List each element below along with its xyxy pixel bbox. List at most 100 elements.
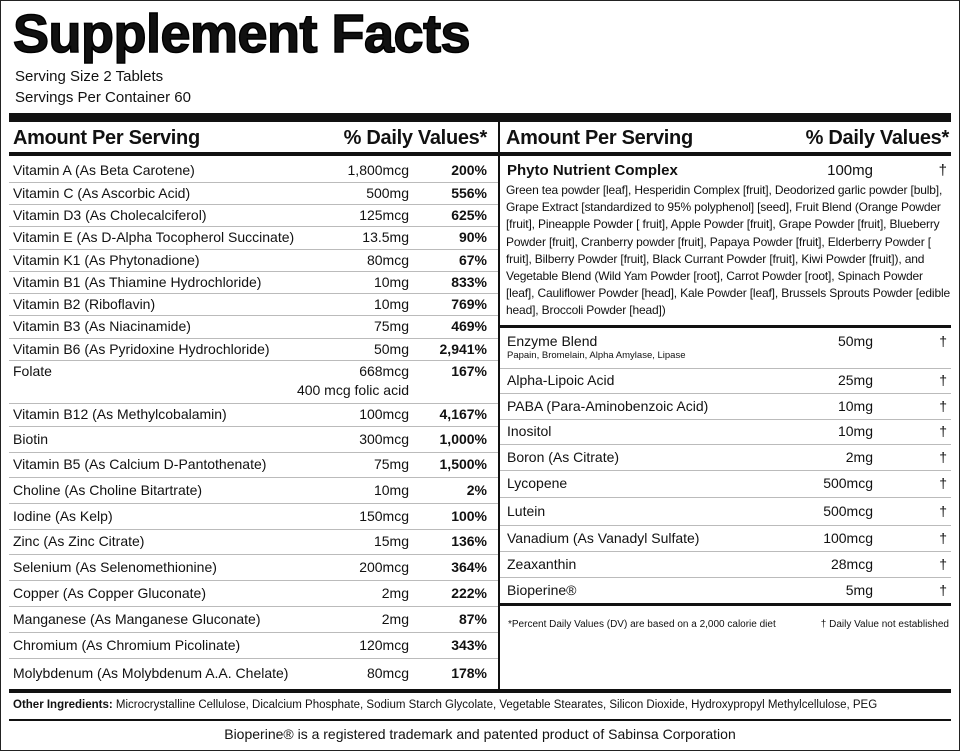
left-amount-header: Amount Per Serving xyxy=(13,127,200,149)
trademark: Bioperine® is a registered trademark and… xyxy=(224,726,736,742)
daily-value: 769% xyxy=(451,295,487,312)
daily-value: 90% xyxy=(458,229,487,245)
nutrient-name: Iodine (As Kelp) xyxy=(13,507,113,524)
dagger: † xyxy=(939,397,947,414)
ingredient-name: Inositol xyxy=(507,423,552,439)
daily-value: 1,000% xyxy=(439,430,487,447)
nutrient-name: Vitamin B2 (Riboflavin) xyxy=(13,295,156,312)
ingredient-amount: 50mg xyxy=(837,333,873,349)
dagger: † xyxy=(939,581,947,598)
row-rule xyxy=(9,529,498,530)
row-rule xyxy=(9,182,498,183)
title: Supplement Facts xyxy=(12,3,471,65)
nutrient-amount: 80mcg xyxy=(366,251,409,268)
daily-value: 136% xyxy=(451,533,487,549)
daily-value: 2% xyxy=(466,481,487,498)
nutrient-amount: 120mcg xyxy=(359,636,409,653)
ingredient-name: Alpha-Lipoic Acid xyxy=(507,372,615,388)
daily-value: 556% xyxy=(451,184,487,201)
ingredient-amount: 28mcg xyxy=(830,555,873,572)
ingredient-amount: 10mg xyxy=(837,423,873,439)
nutrient-amount: 200mcg xyxy=(359,558,409,575)
nutrient-name: Molybdenum (As Molybdenum A.A. Chelate) xyxy=(13,665,289,681)
daily-value: 178% xyxy=(451,665,487,681)
nutrient-name: Vitamin B6 (As Pyridoxine Hydrochloride) xyxy=(13,340,270,357)
dagger: † xyxy=(939,448,947,465)
ingredient-name: Zeaxanthin xyxy=(507,555,577,572)
nutrient-name: Vitamin C (As Ascorbic Acid) xyxy=(13,184,191,201)
header-rule xyxy=(9,152,498,156)
nutrient-amount: 1,800mcg xyxy=(347,162,409,178)
dv-footnote: *Percent Daily Values (DV) are based on … xyxy=(508,619,776,630)
row-rule xyxy=(9,554,498,555)
nutrient-name: Zinc (As Zinc Citrate) xyxy=(13,533,145,549)
complex-amount: 100mg xyxy=(827,162,873,179)
ingredient-amount: 10mg xyxy=(837,397,873,414)
nutrient-name: Vitamin E (As D-Alpha Tocopherol Succina… xyxy=(13,229,295,245)
daily-value: 343% xyxy=(451,636,487,653)
ingredient-amount: 500mcg xyxy=(823,475,873,491)
row-rule xyxy=(9,452,498,453)
ingredient-amount: 25mg xyxy=(837,372,873,388)
daily-value: 100% xyxy=(451,507,487,524)
daily-value: 1,500% xyxy=(439,456,487,472)
row-rule xyxy=(500,368,951,369)
daily-value: 87% xyxy=(458,610,487,627)
dagger: † xyxy=(939,529,947,546)
dagger: † xyxy=(939,475,947,491)
ingredient-name: Bioperine® xyxy=(507,581,577,598)
nutrient-name: Chromium (As Chromium Picolinate) xyxy=(13,636,241,653)
daily-value: 469% xyxy=(451,318,487,334)
row-rule xyxy=(9,403,498,404)
daily-value: 200% xyxy=(451,162,487,178)
bottom-rule xyxy=(9,719,951,721)
daily-value: 67% xyxy=(458,251,487,268)
bottom-rule xyxy=(9,689,951,693)
right-dv-header: % Daily Values* xyxy=(805,127,950,149)
nutrient-amount: 80mcg xyxy=(366,665,409,681)
section-rule xyxy=(500,603,951,606)
ingredient-amount: 100mcg xyxy=(823,529,873,546)
dagger: † xyxy=(939,423,947,439)
ingredient-name: Boron (As Citrate) xyxy=(507,448,620,465)
ingredient-amount: 2mg xyxy=(845,448,873,465)
row-rule xyxy=(500,470,951,471)
dagger: † xyxy=(939,333,947,349)
complex-name: Phyto Nutrient Complex xyxy=(507,162,678,179)
row-rule xyxy=(500,497,951,498)
nutrient-amount: 125mcg xyxy=(359,206,409,223)
nutrient-amount: 10mg xyxy=(373,273,409,290)
nutrient-note: 400 mcg folic acid xyxy=(296,382,409,398)
row-rule xyxy=(500,393,951,394)
nutrient-amount: 100mcg xyxy=(359,406,409,422)
row-rule xyxy=(9,360,498,361)
header-rule xyxy=(500,152,951,156)
nutrient-amount: 15mg xyxy=(373,533,409,549)
ingredient-amount: 5mg xyxy=(845,581,873,598)
ingredient-name: PABA (Para-Aminobenzoic Acid) xyxy=(507,397,709,414)
row-rule xyxy=(9,426,498,427)
nutrient-name: Vitamin B3 (As Niacinamide) xyxy=(13,318,191,334)
nutrient-amount: 75mg xyxy=(373,318,409,334)
dagger-footnote: † Daily Value not established xyxy=(820,619,949,630)
serving-size: Serving Size 2 Tablets xyxy=(15,68,164,85)
nutrient-name: Vitamin B12 (As Methylcobalamin) xyxy=(13,406,227,422)
nutrient-amount: 50mg xyxy=(373,340,409,357)
nutrient-name: Biotin xyxy=(13,430,49,447)
row-rule xyxy=(9,293,498,294)
row-rule xyxy=(500,551,951,552)
nutrient-amount: 150mcg xyxy=(359,507,409,524)
daily-value: 222% xyxy=(451,584,487,601)
other-ingredients-text: Microcrystalline Cellulose, Dicalcium Ph… xyxy=(115,699,878,711)
daily-value: 2,941% xyxy=(439,340,487,357)
nutrient-amount: 2mg xyxy=(381,584,409,601)
daily-value: 167% xyxy=(451,363,487,379)
nutrient-amount: 500mg xyxy=(366,184,409,201)
nutrient-amount: 300mcg xyxy=(359,430,409,447)
nutrient-name: Folate xyxy=(13,363,52,379)
row-rule xyxy=(9,338,498,339)
dagger: † xyxy=(939,555,947,572)
row-rule xyxy=(500,419,951,420)
other-ingredients: Other Ingredients: Microcrystalline Cell… xyxy=(13,699,877,711)
servings-per-container: Servings Per Container 60 xyxy=(15,89,191,106)
